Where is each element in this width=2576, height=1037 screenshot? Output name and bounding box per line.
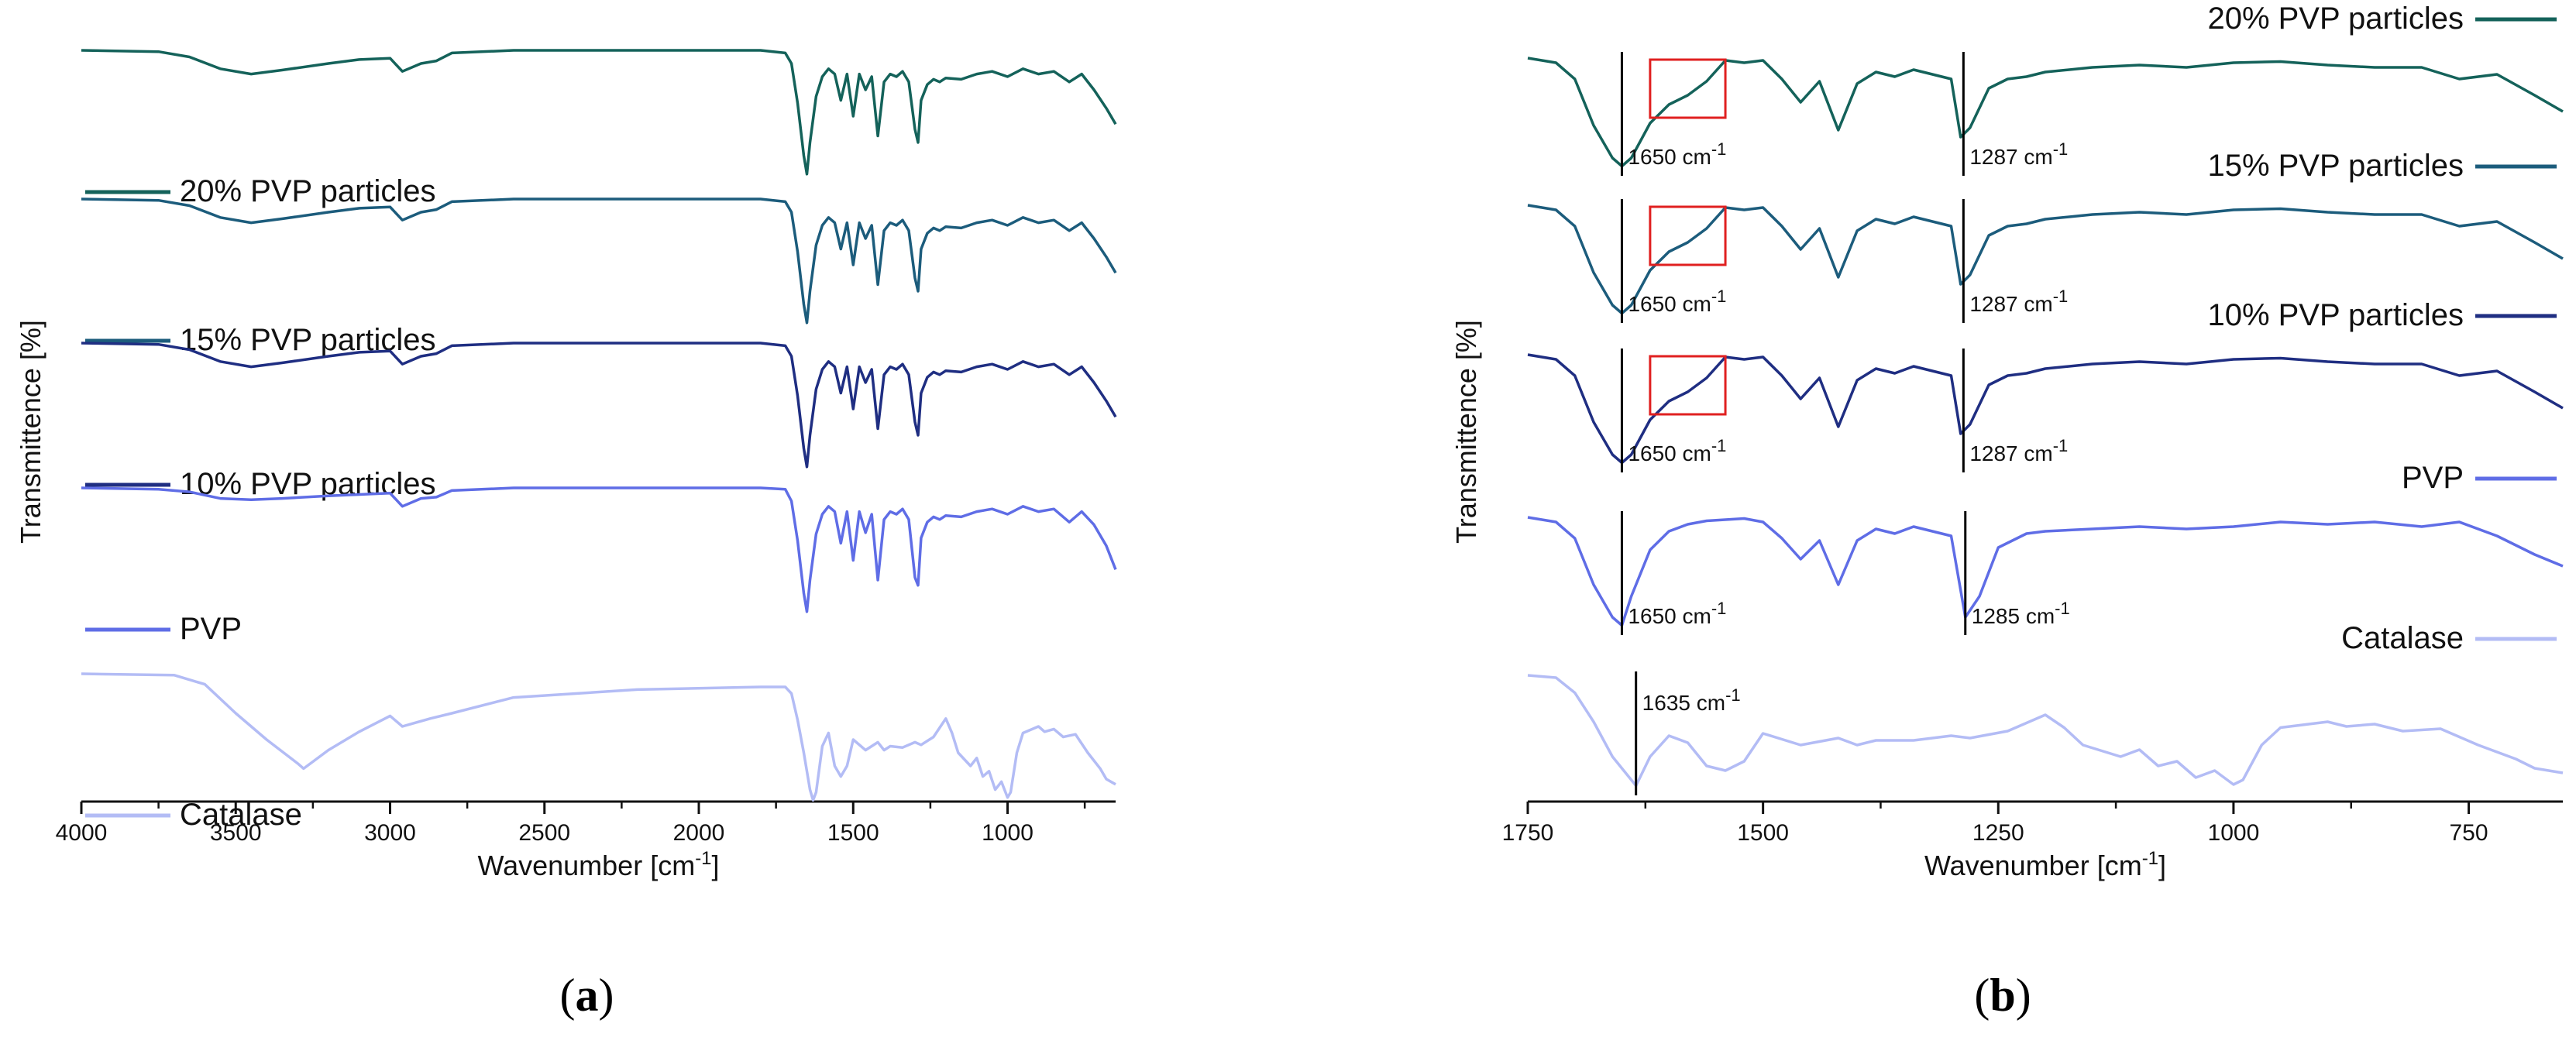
legend-label: 15% PVP particles [180,323,436,357]
series-line-20-pvp-particles [81,49,1117,176]
y-axis-title: Transmittence [%] [1450,320,1482,544]
series-line-catalase [1527,674,2564,788]
legend-label: PVP [2402,461,2464,495]
series-line-10-pvp-particles [1527,353,2564,465]
peak-label: 1287 cm-1 [1969,139,2068,169]
peak-label: 1650 cm-1 [1628,139,1726,169]
y-axis-title: Transmittence [%] [15,320,46,544]
legend-label: PVP [180,612,242,646]
legend-label: Catalase [2341,621,2464,655]
peak-label: 1650 cm-1 [1628,599,1726,628]
x-tick-label: 2500 [518,820,570,846]
series-line-pvp [1527,516,2564,627]
x-tick-label: 2000 [673,820,725,846]
x-axis-title: Wavenumber [cm-1] [477,848,719,881]
legend-label: 20% PVP particles [2207,2,2464,36]
legend-label: 20% PVP particles [180,174,436,208]
series-line-pvp [81,486,1117,613]
series-line-20-pvp-particles [1527,57,2564,168]
x-tick-label: 1500 [827,820,879,846]
legend-label: 15% PVP particles [2207,149,2464,183]
x-tick-label: 3000 [364,820,416,846]
x-tick-label: 750 [2450,820,2488,846]
highlight-box [1649,355,1727,416]
series-line-catalase [81,672,1116,802]
legend-label: Catalase [180,798,302,832]
panel-label: (b) [1974,970,2031,1021]
x-tick-label: 4000 [56,820,108,846]
legend-label: 10% PVP particles [2207,298,2464,332]
highlight-box [1649,58,1727,119]
x-tick-label: 1000 [2208,820,2260,846]
peak-label: 1287 cm-1 [1969,287,2068,316]
peak-label: 1285 cm-1 [1972,599,2070,628]
series-line-15-pvp-particles [1527,204,2564,315]
series-line-15-pvp-particles [81,197,1117,324]
x-tick-label: 1250 [1972,820,2024,846]
panel-b: 1750 1500 1250 1000 750 Wavenumber [cm-1] Tran… [1450,2,2564,1021]
x-tick-label: 1750 [1502,820,1554,846]
peak-label: 1650 cm-1 [1628,436,1726,465]
panel-a: 4000 3500 3000 2500 2000 1500 1000 Wavenumber [… [15,49,1117,1021]
x-axis-title: Wavenumber [cm-1] [1924,848,2166,881]
x-tick-label: 1000 [982,820,1033,846]
peak-label: 1287 cm-1 [1969,436,2068,465]
x-tick-label: 3500 [210,820,262,846]
peak-label: 1650 cm-1 [1628,287,1726,316]
peak-label: 1635 cm-1 [1642,685,1741,715]
panel-label: (a) [560,970,614,1021]
x-tick-label: 1500 [1737,820,1789,846]
series-line-10-pvp-particles [81,342,1117,469]
highlight-box [1649,205,1727,266]
